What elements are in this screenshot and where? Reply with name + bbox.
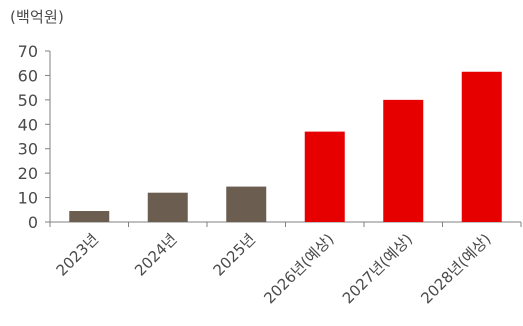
x-tick-label: 2027년(예상)	[339, 230, 416, 307]
x-tick-labels: 2023년 2024년 2025년 2026년(예상) 2027년(예상) 2028년(예…	[53, 230, 495, 307]
x-tick-label: 2026년(예상)	[260, 230, 337, 307]
y-tick-label: 40	[18, 115, 38, 134]
x-tick-label: 2028년(예상)	[417, 230, 494, 307]
bar-2028년(예상)	[461, 71, 502, 222]
y-tick-label: 70	[18, 42, 38, 61]
bar-2027년(예상)	[383, 99, 424, 222]
y-tick-label: 30	[18, 140, 38, 159]
y-tick-label: 50	[18, 91, 38, 110]
x-tick-label: 2023년	[53, 230, 102, 279]
y-tick-label: 20	[18, 164, 38, 183]
bar-2025년	[226, 186, 267, 222]
bar-2024년	[147, 192, 188, 222]
y-tick-label: 0	[28, 213, 38, 232]
y-axis-unit-label: (백억원)	[10, 8, 65, 26]
bars-layer	[69, 71, 502, 222]
axes-layer	[45, 50, 522, 227]
bar-2026년(예상)	[304, 131, 345, 222]
y-tick-labels: 0 10 20 30 40 50 60 70	[18, 42, 38, 232]
x-tick-label: 2025년	[210, 230, 259, 279]
x-tick-label: 2024년	[131, 230, 180, 279]
bar-2023년	[69, 211, 110, 222]
y-tick-label: 10	[18, 189, 38, 208]
y-tick-label: 60	[18, 66, 38, 85]
